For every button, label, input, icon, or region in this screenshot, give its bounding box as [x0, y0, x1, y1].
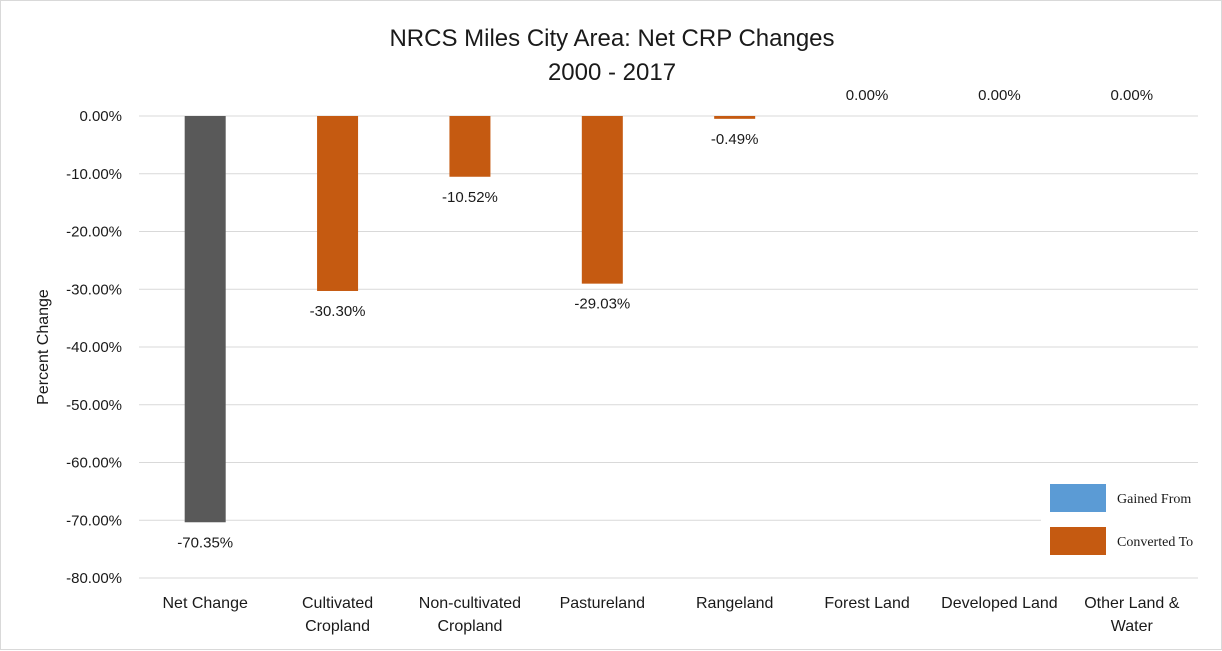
bar	[581, 116, 623, 284]
y-axis-ticks: 0.00% -10.00% -20.00% -30.00% -40.00% -50.00%…	[66, 108, 122, 587]
data-label: -10.52%	[442, 189, 498, 206]
category-label: Rangeland	[696, 595, 773, 612]
x-axis-categories: Net Change Cultivated Cropland Non-cultivat…	[162, 595, 1179, 635]
y-tick-label: -10.00%	[66, 166, 122, 183]
legend: Gained From Converted To	[1041, 472, 1209, 575]
category-label: Net Change	[162, 595, 247, 612]
data-label: -70.35%	[177, 534, 233, 551]
y-tick-label: -20.00%	[66, 224, 122, 241]
legend-swatch	[1050, 527, 1106, 555]
category-label: Cropland	[305, 618, 370, 635]
y-tick-label: -50.00%	[66, 397, 122, 414]
data-label: -0.49%	[711, 131, 759, 148]
data-label: -29.03%	[574, 296, 630, 313]
bar	[317, 116, 359, 291]
data-label: -30.30%	[310, 303, 366, 320]
bar	[184, 116, 226, 523]
category-label: Non-cultivated	[419, 595, 521, 612]
category-label: Forest Land	[824, 595, 909, 612]
chart-title-line: NRCS Miles City Area: Net CRP Changes	[389, 25, 834, 52]
chart-title: NRCS Miles City Area: Net CRP Changes 200…	[389, 25, 834, 86]
legend-label: Gained From	[1117, 492, 1191, 507]
category-label: Other Land &	[1084, 595, 1180, 612]
gridlines	[139, 115, 1198, 579]
y-tick-label: -70.00%	[66, 512, 122, 529]
category-label: Pastureland	[560, 595, 645, 612]
y-tick-label: -30.00%	[66, 281, 122, 298]
category-label: Developed Land	[941, 595, 1058, 612]
y-tick-label: -80.00%	[66, 570, 122, 587]
chart-title-line: 2000 - 2017	[548, 59, 676, 86]
bars	[184, 116, 756, 523]
legend-swatch	[1050, 484, 1106, 512]
category-label: Cultivated	[302, 595, 373, 612]
bar	[714, 116, 756, 119]
data-label: 0.00%	[978, 87, 1021, 104]
data-label: 0.00%	[846, 87, 889, 104]
bar	[449, 116, 491, 177]
data-label: 0.00%	[1111, 87, 1154, 104]
category-label: Cropland	[437, 618, 502, 635]
y-tick-label: -60.00%	[66, 455, 122, 472]
y-axis-label: Percent Change	[35, 289, 52, 405]
y-tick-label: 0.00%	[79, 108, 122, 125]
data-labels: -70.35% -30.30% -10.52% -29.03% -0.49% 0.00% 0…	[177, 87, 1153, 551]
category-label: Water	[1111, 618, 1154, 635]
legend-label: Converted To	[1117, 535, 1193, 550]
y-tick-label: -40.00%	[66, 339, 122, 356]
